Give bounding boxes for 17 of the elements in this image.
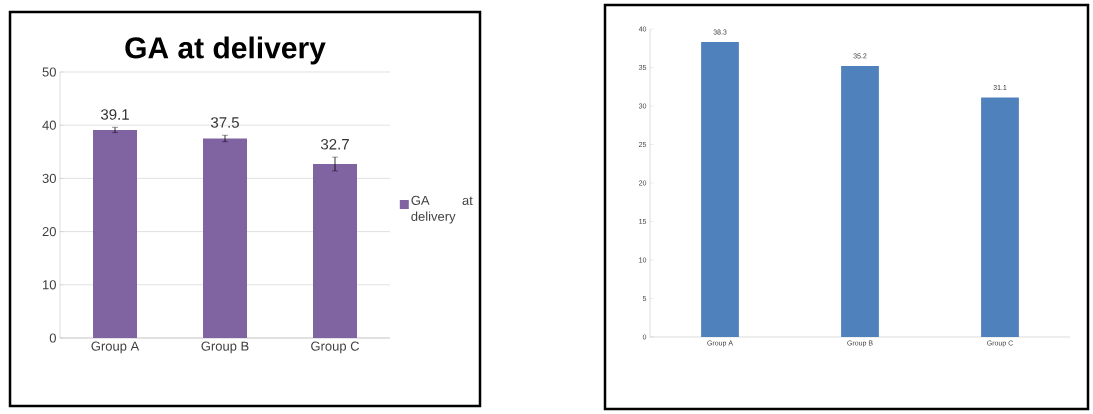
chart-title: GA at delivery: [125, 36, 326, 65]
y-tick-label: 10: [43, 280, 56, 290]
x-tick-label: Group C: [311, 341, 360, 354]
y-tick-label: 20: [42, 226, 56, 237]
y-tick-label: 50: [42, 67, 56, 77]
bar: [841, 65, 879, 337]
bar: [701, 42, 739, 337]
y-tick-label: 40: [42, 120, 56, 130]
x-tick-label: Group B: [201, 341, 249, 354]
y-tick-label: 30: [42, 173, 56, 183]
data-label: 37.5: [210, 117, 239, 128]
y-tick-label: 0: [49, 333, 56, 343]
legend-label: GA at delivery: [411, 195, 473, 224]
bar: [981, 97, 1019, 337]
data-label: 32.7: [320, 138, 349, 150]
data-label: 39.1: [100, 109, 129, 120]
x-tick-label: Group A: [91, 341, 140, 354]
